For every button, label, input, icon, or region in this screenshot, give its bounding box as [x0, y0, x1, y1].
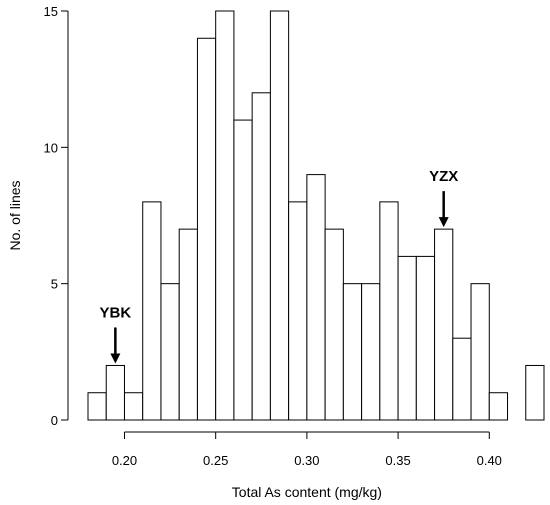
y-axis-label: No. of lines	[7, 180, 23, 250]
histogram-bar	[142, 201, 162, 421]
histogram-bar	[87, 392, 107, 421]
histogram-bar	[105, 364, 125, 421]
histogram-bar	[269, 10, 290, 421]
histogram-bar	[342, 283, 363, 421]
y-tick-label: 15	[44, 4, 58, 19]
y-tick-label: 10	[44, 140, 58, 155]
histogram-bar	[178, 228, 198, 421]
histogram-bar	[288, 201, 308, 421]
x-axis-label: Total As content (mg/kg)	[232, 484, 382, 500]
bars-group	[87, 10, 545, 421]
histogram-bar	[361, 283, 381, 421]
x-tick-label: 0.30	[294, 453, 319, 468]
histogram-bar	[233, 119, 253, 421]
histogram-bar	[379, 201, 399, 421]
annotation-label: YBK	[100, 304, 132, 321]
histogram-bar	[434, 228, 454, 421]
histogram-bar	[415, 255, 436, 421]
y-tick-label: 5	[51, 277, 58, 292]
y-tick-label: 0	[51, 413, 58, 428]
histogram-bar	[452, 337, 472, 421]
x-axis-ticks: 0.20 0.25 0.30 0.35 0.40	[112, 432, 502, 468]
histogram-bar	[160, 283, 180, 421]
annotations-group: YBK YZX	[100, 168, 458, 364]
histogram-bar	[215, 10, 235, 421]
x-tick-label: 0.20	[112, 453, 137, 468]
histogram-bar	[196, 37, 217, 421]
x-tick-label: 0.25	[203, 453, 228, 468]
annotation-arrow-head	[110, 353, 121, 364]
x-tick-label: 0.35	[385, 453, 410, 468]
histogram-bar	[324, 228, 344, 421]
histogram-bar	[525, 364, 545, 421]
histogram-bar	[397, 255, 417, 421]
histogram-bar	[488, 392, 509, 421]
x-tick-label: 0.40	[477, 453, 502, 468]
histogram-bar	[251, 92, 271, 421]
histogram-bar	[123, 392, 144, 421]
annotation-label: YZX	[429, 168, 458, 185]
y-axis-ticks: 0 5 10 15	[44, 4, 68, 428]
histogram-bar	[306, 174, 326, 421]
annotation-arrow-head	[438, 217, 449, 228]
histogram-bar	[470, 283, 490, 421]
